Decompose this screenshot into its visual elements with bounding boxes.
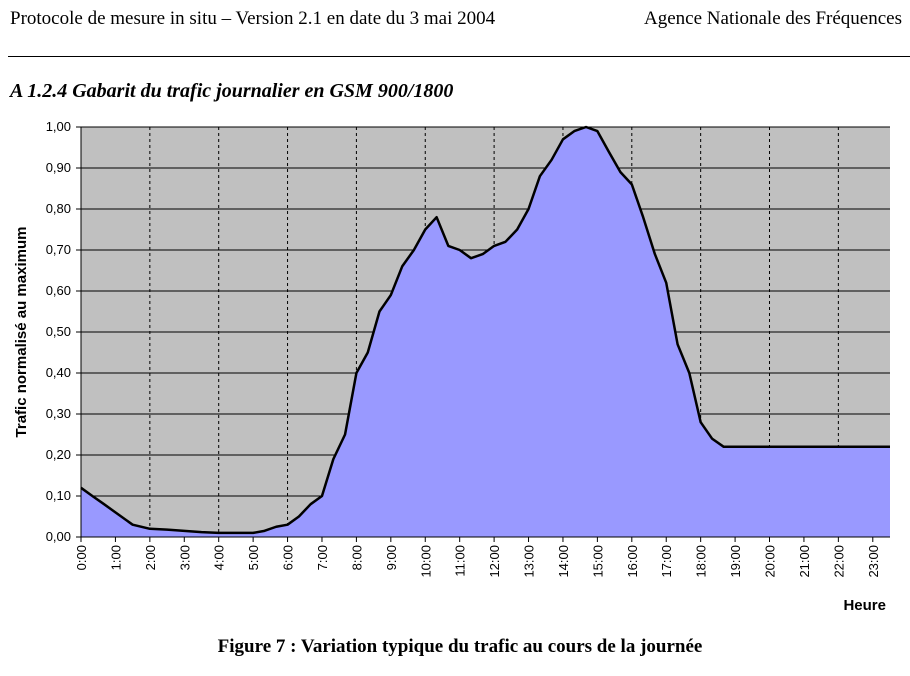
y-tick-label: 1,00 xyxy=(46,119,71,134)
page-header-left: Protocole de mesure in situ – Version 2.… xyxy=(10,8,496,29)
x-tick-label: 5:00 xyxy=(246,545,261,570)
traffic-area xyxy=(81,127,890,537)
traffic-line xyxy=(80,125,890,535)
y-tick-label: 0,30 xyxy=(46,406,71,421)
x-tick-label: 23:00 xyxy=(866,545,881,578)
x-tick-label: 0:00 xyxy=(74,545,89,570)
x-axis-label: Heure xyxy=(843,597,886,614)
x-tick-label: 17:00 xyxy=(659,545,674,578)
header-divider xyxy=(8,56,910,57)
y-tick-label: 0,10 xyxy=(46,488,71,503)
x-tick-label: 7:00 xyxy=(315,545,330,570)
y-axis-label: Trafic normalisé au maximum xyxy=(13,227,30,438)
traffic-chart: 0,00 0,10 0,20 0,30 0,40 0,50 0,60 0,70 0,80 0,90… xyxy=(13,119,890,614)
y-tick-label: 0,60 xyxy=(46,283,71,298)
x-tick-label: 9:00 xyxy=(384,545,399,570)
x-tick-label: 22:00 xyxy=(831,545,846,578)
x-tick-label: 8:00 xyxy=(349,545,364,570)
y-tick-label: 0,90 xyxy=(46,160,71,175)
x-tick-label: 6:00 xyxy=(281,545,296,570)
x-tick-label: 14:00 xyxy=(556,545,571,578)
y-tick-label: 0,40 xyxy=(46,365,71,380)
x-tick-label: 15:00 xyxy=(590,545,605,578)
y-tick-label: 0,50 xyxy=(46,324,71,339)
x-tick-label: 11:00 xyxy=(453,545,468,577)
y-tick-label: 0,20 xyxy=(46,447,71,462)
figure-caption: Figure 7 : Variation typique du trafic a… xyxy=(217,636,703,657)
section-title: A 1.2.4 Gabarit du trafic journalier en … xyxy=(10,80,454,102)
x-tick-label: 12:00 xyxy=(487,545,502,578)
x-tick-label: 19:00 xyxy=(728,545,743,578)
x-tick-label: 4:00 xyxy=(212,545,227,570)
x-tick-label: 1:00 xyxy=(108,545,123,570)
x-tick-label: 16:00 xyxy=(625,545,640,578)
x-tick-label: 3:00 xyxy=(177,545,192,570)
x-tick-label: 18:00 xyxy=(694,545,709,578)
x-tick-label: 21:00 xyxy=(797,545,812,578)
x-tick-label: 10:00 xyxy=(418,545,433,578)
x-tick-label: 2:00 xyxy=(143,545,158,570)
page-header-right: Agence Nationale des Fréquences xyxy=(644,8,902,29)
y-tick-label: 0,00 xyxy=(46,529,71,544)
y-tick-label: 0,70 xyxy=(46,242,71,257)
y-tick-label: 0,80 xyxy=(46,201,71,216)
x-tick-label: 13:00 xyxy=(522,545,537,578)
x-tick-label: 20:00 xyxy=(763,545,778,578)
